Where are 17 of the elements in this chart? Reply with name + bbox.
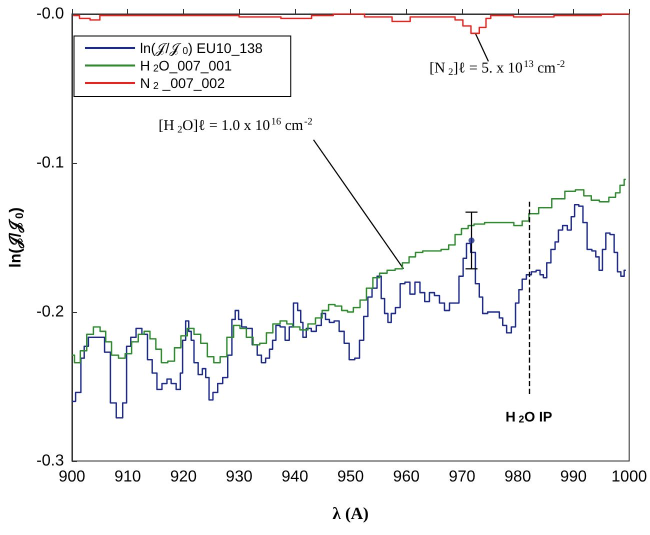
x-tick-label: 950 [337, 468, 364, 486]
x-tick-label: 940 [282, 468, 308, 486]
x-tick-label: 1000 [611, 468, 648, 486]
x-tick-label: 960 [392, 468, 420, 486]
x-tick-label: 990 [560, 468, 587, 486]
x-tick-label: 930 [226, 468, 253, 486]
x-tick-label: 920 [170, 468, 197, 486]
y-tick-label: -0.1 [36, 154, 64, 172]
x-axis-title: λ (A) [332, 504, 369, 523]
x-tick-label: 900 [58, 468, 86, 486]
x-tick-label: 970 [448, 468, 476, 486]
y-tick-label: -0.2 [36, 304, 64, 320]
x-tick-label: 910 [114, 468, 142, 486]
y-axis-title: ln(𝒥/𝒥0) [8, 207, 26, 268]
y-tick-label: -0.0 [36, 6, 64, 22]
y-tick-label: -0.3 [36, 452, 64, 470]
x-tick-label: 980 [504, 468, 532, 486]
